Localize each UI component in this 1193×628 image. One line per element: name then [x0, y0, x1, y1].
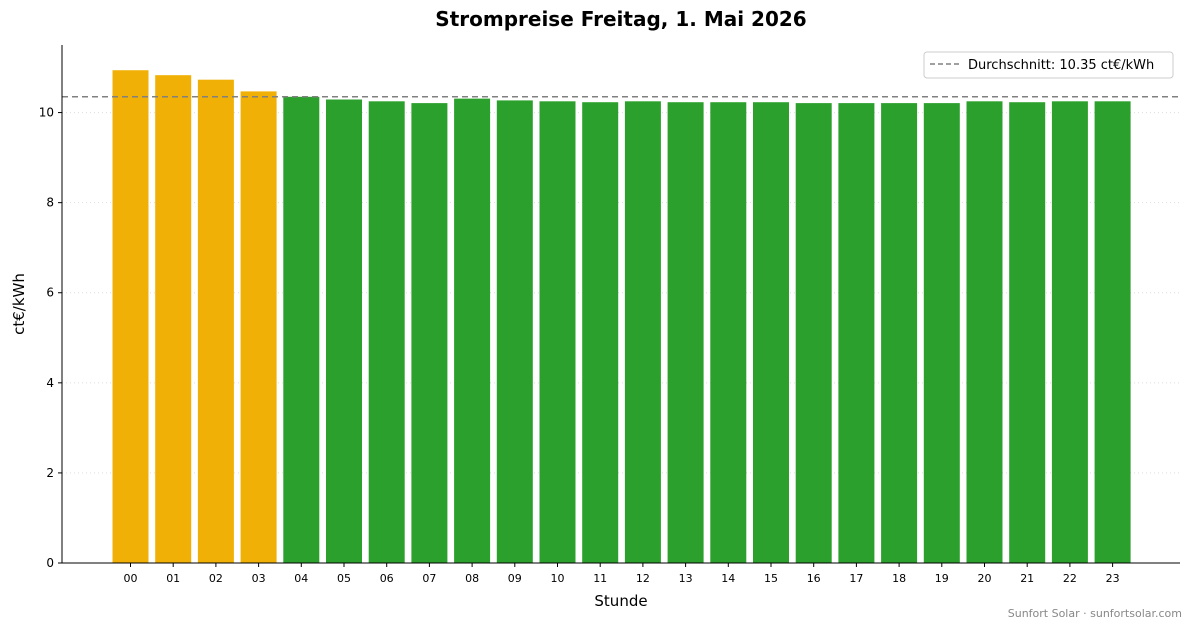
bar-23 — [1094, 101, 1131, 563]
bar-02 — [197, 79, 234, 564]
x-tick-label-15: 15 — [764, 572, 778, 585]
bar-14 — [710, 102, 747, 564]
y-tick-label-3: 6 — [46, 286, 54, 300]
y-ticks: 0 2 4 6 8 10 — [39, 106, 62, 570]
bar-11 — [582, 102, 619, 564]
bars — [112, 70, 1131, 564]
y-tick-label-2: 4 — [46, 376, 54, 390]
x-tick-label-17: 17 — [849, 572, 863, 585]
x-tick-label-14: 14 — [721, 572, 735, 585]
y-axis-label: ct€/kWh — [10, 273, 28, 335]
bar-17 — [838, 103, 875, 564]
legend: Durchschnitt: 10.35 ct€/kWh — [923, 51, 1174, 79]
x-tick-label-07: 07 — [422, 572, 436, 585]
bar-04 — [283, 96, 320, 564]
x-tick-label-02: 02 — [209, 572, 223, 585]
bar-00 — [112, 70, 149, 563]
bar-16 — [795, 103, 832, 564]
x-tick-label-22: 22 — [1063, 572, 1077, 585]
chart-title: Strompreise Freitag, 1. Mai 2026 — [435, 7, 806, 31]
bar-20 — [966, 101, 1003, 563]
legend-average-label: Durchschnitt: 10.35 ct€/kWh — [968, 58, 1154, 73]
x-tick-label-12: 12 — [636, 572, 650, 585]
x-tick-label-19: 19 — [935, 572, 949, 585]
x-tick-label-04: 04 — [294, 572, 308, 585]
x-tick-label-05: 05 — [337, 572, 351, 585]
bar-06 — [368, 101, 405, 563]
x-axis-label: Stunde — [594, 592, 647, 610]
bar-18 — [881, 103, 918, 564]
bar-07 — [411, 103, 448, 564]
bar-09 — [496, 100, 533, 564]
bar-03 — [240, 91, 277, 564]
y-tick-label-5: 10 — [39, 106, 54, 120]
bar-05 — [326, 99, 362, 563]
x-tick-label-08: 08 — [465, 572, 479, 585]
bar-08 — [454, 98, 491, 563]
x-tick-label-01: 01 — [166, 572, 180, 585]
x-tick-label-06: 06 — [380, 572, 394, 585]
x-tick-label-11: 11 — [593, 572, 607, 585]
y-tick-label-0: 0 — [46, 556, 54, 570]
bar-22 — [1051, 101, 1088, 563]
bar-12 — [624, 101, 661, 563]
axes — [61, 45, 1180, 564]
bar-21 — [1009, 102, 1046, 564]
y-tick-label-4: 8 — [46, 196, 54, 210]
legend-frame — [923, 51, 1174, 79]
x-tick-label-18: 18 — [892, 572, 906, 585]
x-tick-label-00: 00 — [124, 572, 138, 585]
x-tick-label-20: 20 — [978, 572, 992, 585]
x-tick-label-03: 03 — [252, 572, 266, 585]
x-tick-label-16: 16 — [807, 572, 821, 585]
x-tick-label-13: 13 — [679, 572, 693, 585]
footer-credit: Sunfort Solar · sunfortsolar.com — [1008, 607, 1182, 620]
x-ticks: 00 01 02 03 04 05 06 07 08 09 10 11 12 13 14 15 16 17 18 19… — [124, 563, 1120, 585]
bar-15 — [753, 102, 789, 564]
x-tick-label-10: 10 — [551, 572, 565, 585]
bar-01 — [155, 75, 192, 563]
x-tick-label-09: 09 — [508, 572, 522, 585]
bar-10 — [539, 101, 576, 563]
bar-19 — [923, 103, 960, 564]
x-tick-label-23: 23 — [1106, 572, 1120, 585]
x-tick-label-21: 21 — [1020, 572, 1034, 585]
y-tick-label-1: 2 — [46, 466, 54, 480]
bar-13 — [667, 102, 704, 564]
